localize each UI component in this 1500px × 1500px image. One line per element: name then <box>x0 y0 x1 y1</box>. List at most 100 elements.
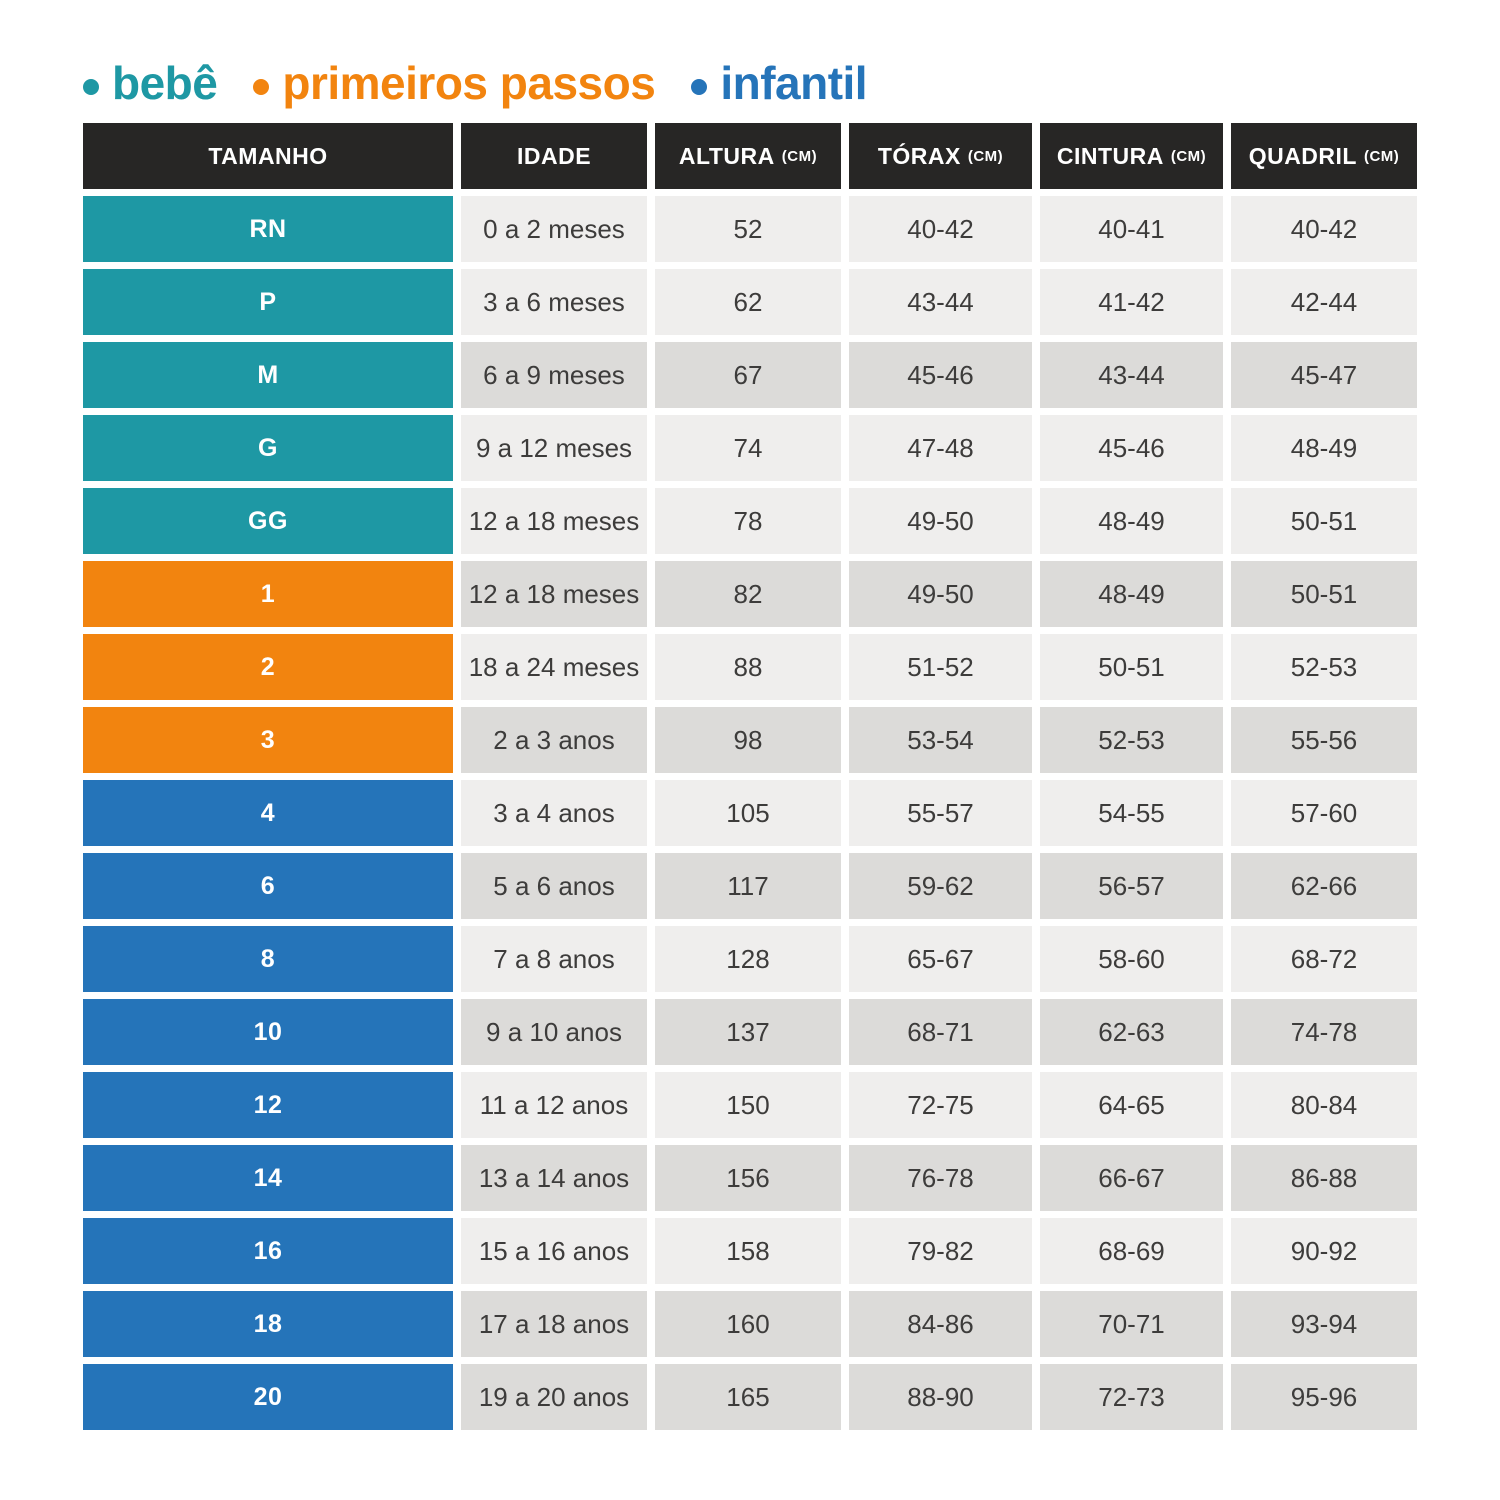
column-header: CINTURA (CM) <box>1040 123 1223 189</box>
size-cell: 4 <box>83 780 453 846</box>
idade-cell: 2 a 3 anos <box>461 707 647 773</box>
cintura-cell: 40-41 <box>1040 196 1223 262</box>
size-cell: P <box>83 269 453 335</box>
quadril-cell: 42-44 <box>1231 269 1417 335</box>
legend-label: primeiros passos <box>282 57 656 109</box>
column-header-unit: (CM) <box>1170 147 1207 165</box>
cintura-cell: 50-51 <box>1040 634 1223 700</box>
size-cell: 2 <box>83 634 453 700</box>
quadril-cell: 45-47 <box>1231 342 1417 408</box>
altura-cell: 150 <box>655 1072 841 1138</box>
cintura-cell: 64-65 <box>1040 1072 1223 1138</box>
cintura-cell: 41-42 <box>1040 269 1223 335</box>
cintura-cell: 48-49 <box>1040 561 1223 627</box>
torax-cell: 68-71 <box>849 999 1032 1065</box>
quadril-cell: 90-92 <box>1231 1218 1417 1284</box>
idade-cell: 3 a 6 meses <box>461 269 647 335</box>
cintura-cell: 68-69 <box>1040 1218 1223 1284</box>
column-header: TAMANHO <box>83 123 453 189</box>
size-cell: 20 <box>83 1364 453 1430</box>
column-header-label: IDADE <box>516 142 592 169</box>
column-header-unit: (CM) <box>967 147 1004 165</box>
torax-cell: 59-62 <box>849 853 1032 919</box>
altura-cell: 82 <box>655 561 841 627</box>
altura-cell: 165 <box>655 1364 841 1430</box>
column-header-unit: (CM) <box>781 147 818 165</box>
quadril-cell: 50-51 <box>1231 488 1417 554</box>
altura-cell: 52 <box>655 196 841 262</box>
size-cell: 6 <box>83 853 453 919</box>
torax-cell: 40-42 <box>849 196 1032 262</box>
legend: bebê primeiros passos infantil <box>83 56 868 110</box>
torax-cell: 43-44 <box>849 269 1032 335</box>
size-table: TAMANHO IDADE ALTURA (CM) TÓRAX (CM) CIN… <box>83 123 1417 1430</box>
column-header-label: TAMANHO <box>208 142 328 169</box>
altura-cell: 98 <box>655 707 841 773</box>
cintura-cell: 58-60 <box>1040 926 1223 992</box>
quadril-cell: 80-84 <box>1231 1072 1417 1138</box>
torax-cell: 55-57 <box>849 780 1032 846</box>
legend-item: primeiros passos <box>253 56 656 110</box>
torax-cell: 72-75 <box>849 1072 1032 1138</box>
idade-cell: 12 a 18 meses <box>461 561 647 627</box>
altura-cell: 117 <box>655 853 841 919</box>
size-cell: GG <box>83 488 453 554</box>
size-cell: M <box>83 342 453 408</box>
torax-cell: 47-48 <box>849 415 1032 481</box>
quadril-cell: 40-42 <box>1231 196 1417 262</box>
quadril-cell: 57-60 <box>1231 780 1417 846</box>
cintura-cell: 52-53 <box>1040 707 1223 773</box>
altura-cell: 160 <box>655 1291 841 1357</box>
column-header: ALTURA (CM) <box>655 123 841 189</box>
legend-bullet-icon <box>691 78 708 95</box>
idade-cell: 3 a 4 anos <box>461 780 647 846</box>
idade-cell: 9 a 10 anos <box>461 999 647 1065</box>
size-cell: 14 <box>83 1145 453 1211</box>
quadril-cell: 50-51 <box>1231 561 1417 627</box>
idade-cell: 7 a 8 anos <box>461 926 647 992</box>
altura-cell: 62 <box>655 269 841 335</box>
torax-cell: 45-46 <box>849 342 1032 408</box>
torax-cell: 88-90 <box>849 1364 1032 1430</box>
quadril-cell: 74-78 <box>1231 999 1417 1065</box>
torax-cell: 79-82 <box>849 1218 1032 1284</box>
cintura-cell: 54-55 <box>1040 780 1223 846</box>
size-cell: RN <box>83 196 453 262</box>
idade-cell: 6 a 9 meses <box>461 342 647 408</box>
altura-cell: 137 <box>655 999 841 1065</box>
quadril-cell: 62-66 <box>1231 853 1417 919</box>
torax-cell: 76-78 <box>849 1145 1032 1211</box>
altura-cell: 74 <box>655 415 841 481</box>
idade-cell: 19 a 20 anos <box>461 1364 647 1430</box>
idade-cell: 5 a 6 anos <box>461 853 647 919</box>
size-cell: 1 <box>83 561 453 627</box>
column-header-label: ALTURA <box>678 142 775 169</box>
idade-cell: 9 a 12 meses <box>461 415 647 481</box>
legend-item: infantil <box>691 56 868 110</box>
quadril-cell: 93-94 <box>1231 1291 1417 1357</box>
altura-cell: 128 <box>655 926 841 992</box>
quadril-cell: 68-72 <box>1231 926 1417 992</box>
cintura-cell: 45-46 <box>1040 415 1223 481</box>
legend-item: bebê <box>83 56 218 110</box>
altura-cell: 156 <box>655 1145 841 1211</box>
size-cell: 12 <box>83 1072 453 1138</box>
size-cell: 10 <box>83 999 453 1065</box>
altura-cell: 67 <box>655 342 841 408</box>
cintura-cell: 66-67 <box>1040 1145 1223 1211</box>
legend-label: bebê <box>112 57 218 109</box>
quadril-cell: 52-53 <box>1231 634 1417 700</box>
altura-cell: 78 <box>655 488 841 554</box>
size-cell: 3 <box>83 707 453 773</box>
idade-cell: 17 a 18 anos <box>461 1291 647 1357</box>
size-cell: 8 <box>83 926 453 992</box>
legend-bullet-icon <box>253 78 270 95</box>
torax-cell: 51-52 <box>849 634 1032 700</box>
column-header-label: CINTURA <box>1056 142 1164 169</box>
idade-cell: 11 a 12 anos <box>461 1072 647 1138</box>
cintura-cell: 62-63 <box>1040 999 1223 1065</box>
size-cell: 16 <box>83 1218 453 1284</box>
cintura-cell: 43-44 <box>1040 342 1223 408</box>
idade-cell: 15 a 16 anos <box>461 1218 647 1284</box>
